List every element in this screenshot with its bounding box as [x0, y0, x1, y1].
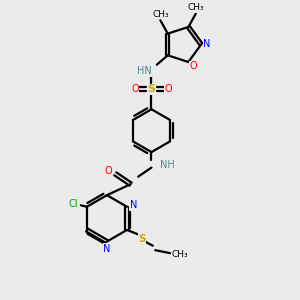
Text: O: O: [105, 167, 112, 176]
Text: S: S: [138, 234, 146, 244]
Text: NH: NH: [160, 160, 175, 170]
Text: CH₃: CH₃: [171, 250, 188, 259]
Text: O: O: [189, 61, 197, 71]
Text: N: N: [103, 244, 111, 254]
Text: HN: HN: [137, 66, 152, 76]
Text: Cl: Cl: [69, 199, 78, 209]
Text: CH₃: CH₃: [152, 10, 169, 19]
Text: O: O: [131, 84, 139, 94]
Text: N: N: [203, 40, 211, 50]
Text: CH₃: CH₃: [188, 3, 204, 12]
Text: S: S: [148, 84, 155, 94]
Text: N: N: [130, 200, 137, 210]
Text: O: O: [164, 84, 172, 94]
